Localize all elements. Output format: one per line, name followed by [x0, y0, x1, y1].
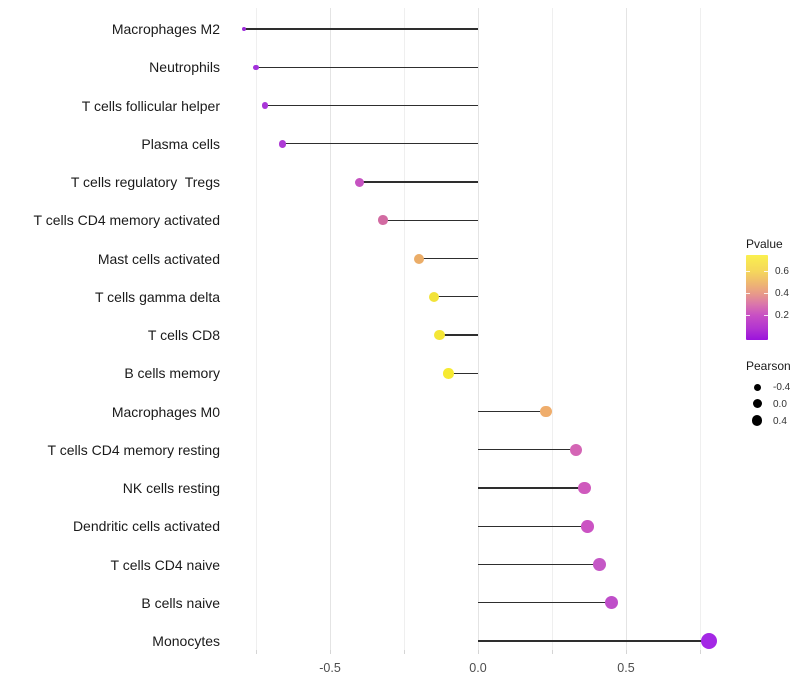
x-axis-tick [256, 650, 257, 654]
lollipop-dot [241, 26, 247, 32]
lollipop-dot [434, 329, 445, 341]
x-tick-label: 0.0 [469, 661, 487, 675]
lollipop-stem [264, 104, 478, 107]
colorbar-tick-mark [764, 315, 768, 317]
lollipop-stem [418, 257, 478, 260]
size-legend-dot [753, 383, 761, 391]
lollipop-dot [604, 596, 618, 610]
lollipop-stem [478, 410, 547, 413]
colorbar-tick-mark [764, 271, 768, 273]
lollipop-dot [443, 367, 454, 379]
size-legend-label: -0.4 [773, 382, 791, 393]
category-label: NK cells resting [122, 480, 220, 496]
lollipop-dot [578, 481, 591, 495]
x-axis-tick [626, 650, 627, 654]
lollipop-dot [413, 253, 424, 264]
category-label: B cells naive [141, 594, 220, 611]
lollipop-stem [383, 219, 478, 221]
colorbar-tick-label: 0.2 [775, 310, 789, 322]
pvalue-colorbar [746, 255, 768, 340]
x-axis-tick [404, 650, 405, 654]
lollipop-stem [439, 334, 478, 336]
pearson-legend-title: Pearson [746, 359, 791, 373]
lollipop-dot [378, 215, 389, 226]
major-gridline [478, 8, 479, 650]
size-legend-dot [751, 415, 763, 426]
category-label: T cells regulatory Tregs [70, 174, 220, 190]
category-label: Macrophages M0 [111, 403, 220, 420]
lollipop-dot [278, 140, 287, 148]
lollipop-dot [581, 519, 594, 533]
lollipop-dot [569, 443, 582, 456]
category-label: T cells CD8 [147, 327, 220, 343]
colorbar-tick-mark [746, 315, 750, 317]
category-label: Neutrophils [149, 59, 220, 76]
category-label: T cells CD4 memory resting [47, 441, 220, 458]
category-label: Macrophages M2 [111, 21, 220, 37]
category-label: T cells gamma delta [94, 288, 220, 305]
x-tick-label: 0.5 [617, 661, 635, 675]
colorbar-tick-label: 0.4 [775, 288, 789, 300]
x-axis-tick [700, 650, 701, 654]
major-gridline [330, 8, 331, 650]
x-tick-label: -0.5 [319, 661, 341, 675]
x-axis-tick [330, 650, 331, 654]
category-label: B cells memory [124, 365, 220, 382]
category-label: T cells follicular helper [81, 97, 220, 114]
x-axis-tick [478, 650, 479, 654]
category-label: Monocytes [152, 633, 220, 649]
colorbar-tick-mark [764, 293, 768, 295]
lollipop-stem [478, 602, 612, 604]
colorbar-tick-label: 0.6 [775, 266, 789, 278]
lollipop-stem [359, 181, 478, 183]
category-label: Dendritic cells activated [72, 518, 220, 535]
lollipop-stem [478, 640, 709, 642]
minor-gridline [256, 8, 257, 650]
major-gridline [626, 8, 627, 650]
category-label: Plasma cells [141, 135, 220, 152]
category-label: Mast cells activated [97, 250, 220, 267]
colorbar-tick-mark [746, 293, 750, 295]
lollipop-stem [478, 449, 576, 451]
category-label: T cells CD4 memory activated [33, 212, 220, 229]
lollipop-stem [433, 296, 478, 298]
lollipop-stem [478, 525, 588, 527]
pvalue-legend-title: Pvalue [746, 237, 783, 251]
lollipop-stem [478, 487, 585, 489]
lollipop-dot [253, 64, 259, 70]
lollipop-dot [261, 102, 269, 109]
size-legend-label: 0.4 [773, 415, 787, 427]
lollipop-stem [244, 28, 478, 30]
lollipop-stem [282, 143, 478, 145]
minor-gridline [552, 8, 553, 650]
colorbar-tick-mark [746, 271, 750, 273]
minor-gridline [404, 8, 405, 650]
category-label: T cells CD4 naive [110, 556, 220, 573]
minor-gridline [700, 8, 701, 650]
size-legend-label: 0.0 [773, 398, 787, 410]
lollipop-stem [478, 563, 600, 566]
lollipop-dot [540, 405, 552, 418]
x-axis-tick [552, 650, 553, 654]
size-legend-dot [752, 399, 762, 409]
lollipop-dot [592, 558, 606, 571]
lollipop-stem [256, 66, 478, 68]
lollipop-stem [448, 372, 478, 374]
lollipop-dot [700, 633, 717, 649]
lollipop-dot [355, 177, 365, 187]
lollipop-dot [428, 291, 439, 302]
